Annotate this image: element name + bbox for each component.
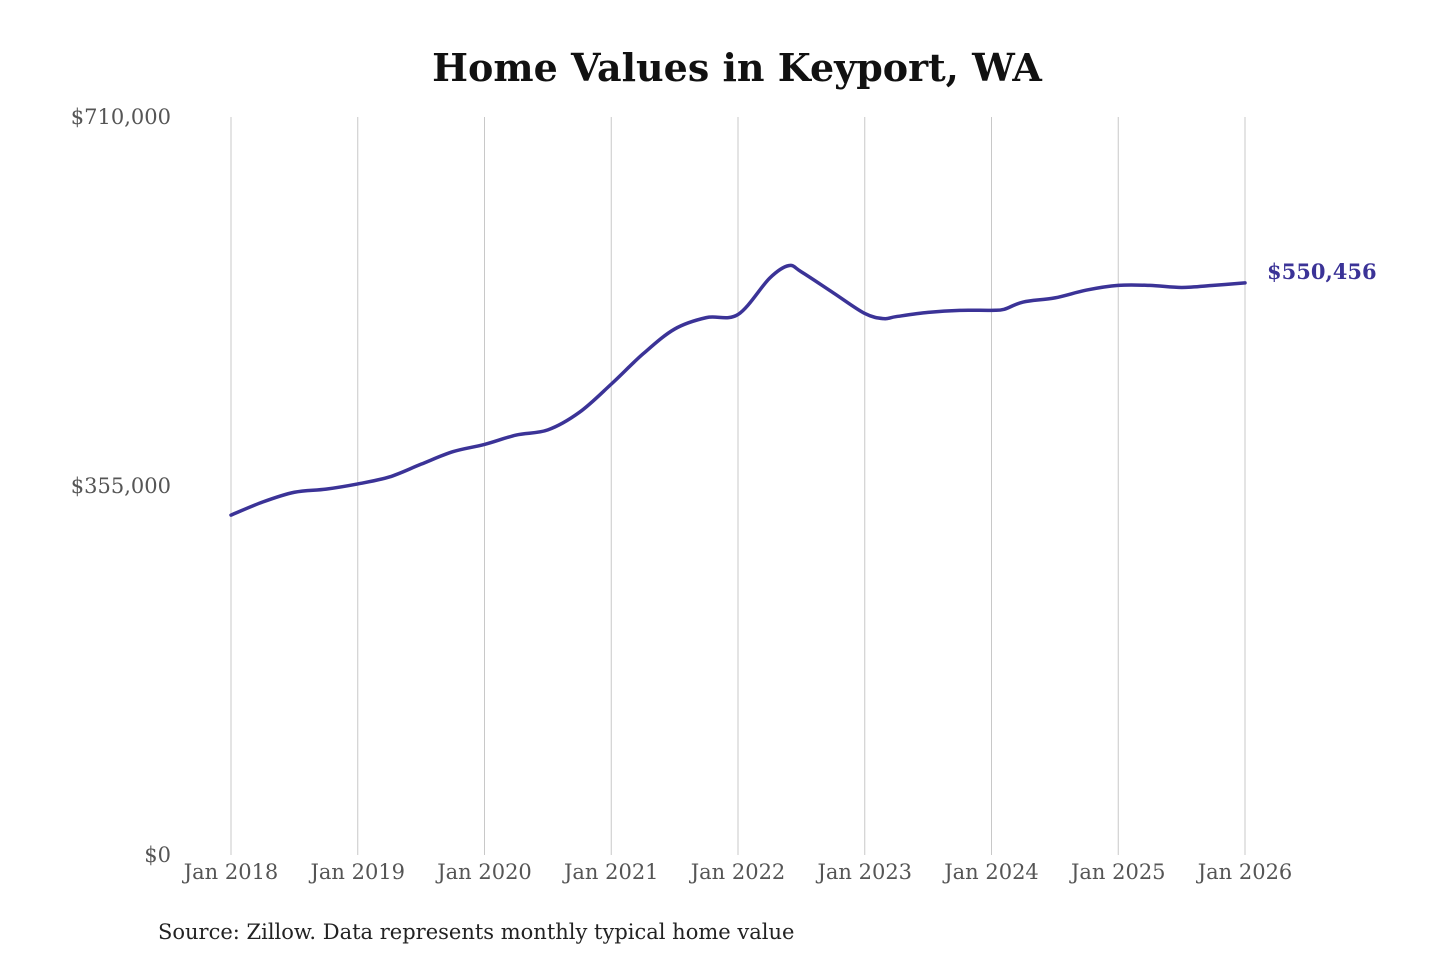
series-group [229, 263, 1247, 517]
x-tick-label: Jan 2023 [815, 860, 912, 884]
grid-lines [230, 117, 1246, 855]
y-tick-label: $710,000 [71, 105, 171, 129]
x-tick-label: Jan 2022 [689, 860, 786, 884]
chart-title: Home Values in Keyport, WA [432, 45, 1042, 90]
source-note: Source: Zillow. Data represents monthly … [158, 920, 794, 944]
y-tick-label: $0 [144, 843, 171, 867]
x-tick-label: Jan 2019 [308, 860, 405, 884]
end-value-label: $550,456 [1267, 259, 1377, 284]
x-tick-label: Jan 2020 [435, 860, 532, 884]
series-line [229, 263, 1247, 517]
y-axis: $0 $355,000 $710,000 [71, 105, 171, 867]
x-tick-label: Jan 2018 [182, 860, 279, 884]
x-axis: Jan 2018 Jan 2019 Jan 2020 Jan 2021 Jan 2022… [182, 860, 1293, 884]
y-tick-label: $355,000 [71, 474, 171, 498]
x-tick-label: Jan 2026 [1196, 860, 1293, 884]
x-tick-label: Jan 2021 [562, 860, 659, 884]
x-tick-label: Jan 2024 [942, 860, 1039, 884]
x-tick-label: Jan 2025 [1069, 860, 1166, 884]
